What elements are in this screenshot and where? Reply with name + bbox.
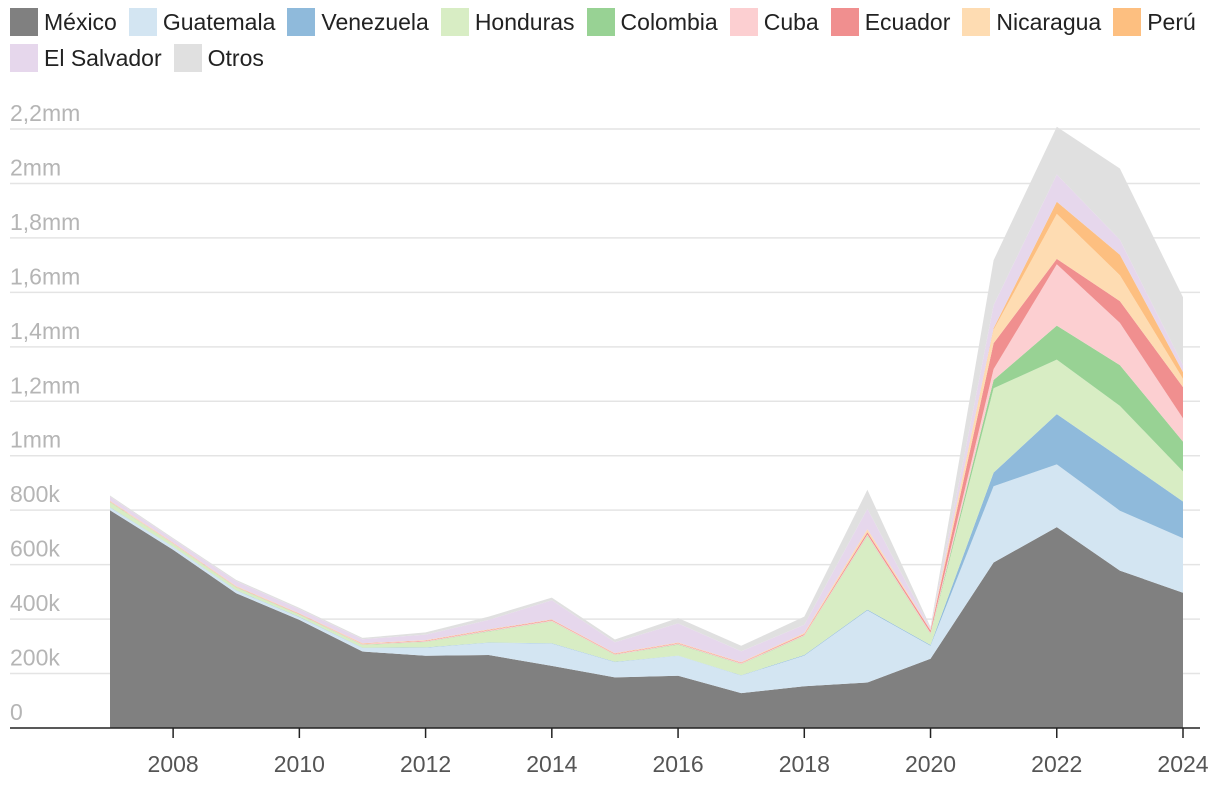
chart-legend: México Guatemala Venezuela Honduras Colombia… — [10, 8, 1210, 72]
legend-item-ecuador: Ecuador — [830, 8, 951, 36]
legend-label: Otros — [207, 44, 264, 71]
x-tick-label: 2022 — [1031, 751, 1082, 777]
y-tick-label: 1,4mm — [10, 318, 80, 344]
legend-label: Colombia — [620, 8, 718, 35]
area-series — [110, 126, 1183, 728]
legend-label: Perú — [1147, 8, 1196, 35]
legend-label: Cuba — [763, 8, 819, 35]
legend-swatch — [287, 8, 316, 36]
legend-swatch — [10, 8, 38, 36]
y-tick-label: 1,8mm — [10, 209, 80, 235]
area-cuba — [110, 264, 1183, 664]
area-honduras — [110, 359, 1183, 676]
y-tick-label: 400k — [10, 590, 60, 616]
x-tick-label: 2016 — [652, 751, 703, 777]
legend-label: Guatemala — [162, 8, 276, 35]
area-otros — [110, 126, 1183, 652]
y-axis-ticks: 0 200k 400k 600k 800k 1mm 1,2mm 1,4mm 1,6mm 1,8mm… — [10, 100, 80, 725]
area-guatemala — [110, 464, 1183, 694]
x-axis: 2008 2010 2012 2014 2016 2018 2020 2022 2024 — [10, 727, 1209, 777]
legend-swatch — [1113, 8, 1142, 36]
area-ecuador — [110, 258, 1183, 664]
area-colombia — [110, 325, 1183, 665]
x-tick-label: 2018 — [779, 751, 830, 777]
x-tick-label: 2014 — [526, 751, 577, 777]
y-tick-label: 2mm — [10, 154, 61, 180]
x-tick-label: 2008 — [148, 751, 199, 777]
legend-swatch — [729, 8, 758, 36]
legend-swatch — [173, 44, 202, 72]
legend-swatch — [10, 44, 38, 72]
legend-item-cuba: Cuba — [729, 8, 819, 36]
legend-item-el-salvador: El Salvador — [10, 44, 162, 72]
legend-item-otros: Otros — [173, 44, 264, 72]
y-tick-label: 600k — [10, 536, 60, 562]
legend-swatch — [586, 8, 615, 36]
area-nicaragua — [110, 213, 1183, 663]
y-tick-label: 2,2mm — [10, 100, 80, 126]
legend-label: México — [44, 8, 117, 35]
area-venezuela — [110, 414, 1183, 676]
legend-label: Ecuador — [864, 8, 951, 35]
legend-swatch — [830, 8, 859, 36]
y-tick-label: 1,2mm — [10, 372, 80, 398]
x-tick-label: 2020 — [905, 751, 956, 777]
legend-swatch — [440, 8, 469, 36]
y-tick-label: 1mm — [10, 427, 61, 453]
legend-swatch — [962, 8, 991, 36]
x-tick-label: 2024 — [1157, 751, 1208, 777]
legend-item-colombia: Colombia — [586, 8, 718, 36]
legend-label: El Salvador — [44, 44, 162, 71]
legend-label: Venezuela — [321, 8, 429, 35]
legend-item-mexico: México — [10, 8, 117, 36]
y-tick-label: 0 — [10, 699, 23, 725]
x-tick-label: 2010 — [274, 751, 325, 777]
area-mexico — [110, 510, 1183, 728]
legend-item-nicaragua: Nicaragua — [962, 8, 1101, 36]
legend-label: Nicaragua — [996, 8, 1102, 35]
y-tick-label: 200k — [10, 645, 60, 671]
legend-label: Honduras — [474, 8, 575, 35]
y-tick-label: 800k — [10, 481, 60, 507]
legend-swatch — [128, 8, 157, 36]
legend-item-honduras: Honduras — [440, 8, 575, 36]
legend-item-peru: Perú — [1113, 8, 1196, 36]
x-tick-label: 2012 — [400, 751, 451, 777]
legend-item-venezuela: Venezuela — [287, 8, 429, 36]
legend-item-guatemala: Guatemala — [128, 8, 276, 36]
y-tick-label: 1,6mm — [10, 263, 80, 289]
